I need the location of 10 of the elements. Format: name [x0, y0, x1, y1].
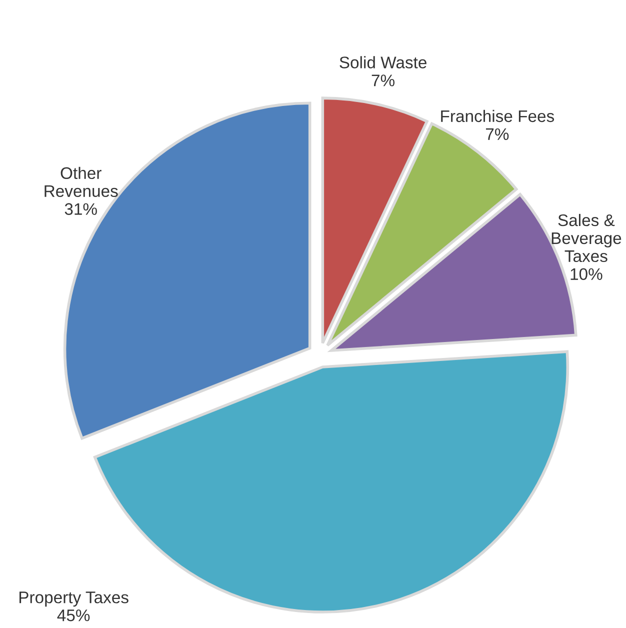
data-label: 10% [570, 268, 602, 280]
slice-label: Other Revenues [44, 166, 118, 198]
data-label: 31% [64, 203, 97, 215]
data-label: 7% [372, 74, 394, 86]
slice-label: Solid Waste [340, 56, 426, 68]
data-label: 45% [57, 610, 90, 622]
slice-label: Franchise Fees [441, 110, 554, 122]
slice-label: Sales & Beverage Taxes [552, 214, 622, 262]
slice-label: Property Taxes [20, 592, 128, 607]
data-label: 7% [486, 128, 509, 140]
